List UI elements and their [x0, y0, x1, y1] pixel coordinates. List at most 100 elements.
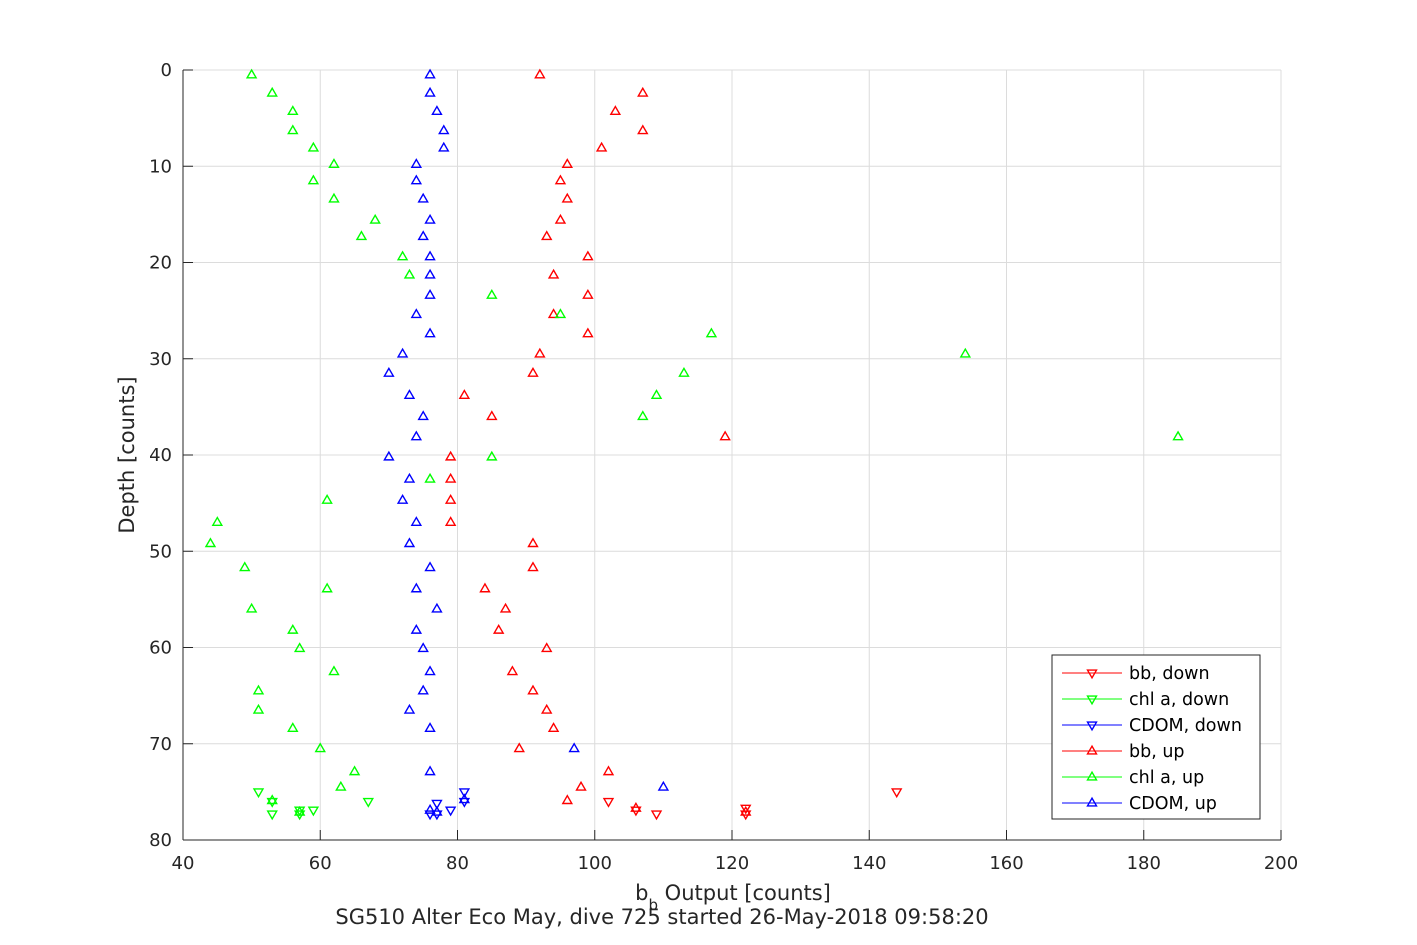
data-point [561, 158, 574, 168]
data-point [410, 623, 423, 634]
data-point [595, 141, 608, 152]
legend-label: bb, down [1129, 664, 1210, 684]
data-point [396, 250, 409, 261]
data-point [561, 794, 574, 805]
data-point [424, 722, 436, 733]
data-point [396, 347, 409, 358]
data-point [410, 516, 423, 527]
data-point [637, 410, 649, 421]
data-point [1172, 430, 1184, 441]
data-point [554, 174, 567, 185]
data-point [403, 703, 416, 714]
y-tick-label: 10 [149, 156, 172, 177]
data-point [438, 124, 450, 135]
data-point [293, 805, 306, 816]
tick-labels: 40 60 80 100 120 140 160 180 200 0 10 20 30 40 50 60 70 8… [149, 60, 1298, 874]
data-point [307, 174, 320, 185]
data-point [541, 642, 553, 653]
data-point [444, 516, 457, 527]
data-point [527, 561, 539, 572]
data-point [417, 684, 429, 695]
data-point [383, 366, 395, 377]
data-point [321, 582, 333, 593]
data-point [362, 797, 374, 808]
data-point [424, 665, 436, 676]
data-point [321, 494, 333, 504]
legend-marker [1086, 721, 1098, 732]
data-point [314, 742, 326, 753]
data-point [637, 86, 649, 97]
data-point [492, 623, 505, 634]
data-point [513, 742, 525, 753]
data-point [424, 288, 436, 299]
legend-marker [1086, 744, 1098, 755]
legend-entry: bb, up [1062, 742, 1185, 762]
data-point [424, 327, 436, 338]
data-point [403, 537, 416, 548]
data-point [458, 389, 471, 399]
legend-marker [1086, 669, 1098, 680]
data-point [458, 793, 471, 804]
x-tick-label: 60 [309, 853, 332, 874]
data-point [541, 703, 553, 714]
data-point [424, 803, 436, 814]
data-point [582, 288, 594, 299]
data-point [561, 192, 574, 203]
data-point [245, 68, 258, 79]
data-point [609, 105, 622, 116]
data-point [287, 105, 299, 116]
data-point [245, 602, 258, 613]
data-point [554, 308, 567, 319]
data-point [383, 450, 395, 461]
data-point [582, 250, 594, 261]
data-point [547, 308, 560, 319]
data-point [602, 765, 615, 776]
y-tick-label: 40 [149, 445, 172, 466]
data-point [705, 327, 718, 338]
data-point [740, 805, 752, 816]
data-point [431, 799, 443, 810]
data-point [403, 472, 416, 483]
legend-entry: chl a, up [1062, 768, 1204, 788]
data-point [328, 192, 340, 203]
data-point [410, 430, 423, 441]
legend-label: CDOM, up [1129, 794, 1217, 814]
legend-marker [1086, 770, 1098, 781]
y-tick-label: 0 [161, 60, 172, 81]
legend-entry: bb, down [1062, 664, 1210, 684]
x-tick-label: 120 [715, 853, 749, 874]
data-point [527, 537, 539, 548]
data-point [204, 537, 217, 548]
data-point [252, 684, 265, 695]
data-point [527, 684, 539, 695]
data-point [266, 810, 278, 821]
data-point [287, 623, 299, 634]
data-point [239, 561, 251, 572]
data-point [506, 665, 519, 676]
data-point [534, 68, 546, 79]
x-tick-label: 180 [1127, 853, 1161, 874]
data-point [630, 802, 642, 812]
data-point [582, 327, 594, 338]
data-point [554, 213, 567, 224]
x-tick-label: 100 [578, 853, 612, 874]
data-point [252, 703, 265, 714]
data-point [424, 561, 436, 572]
data-point [266, 797, 278, 808]
data-point [287, 124, 299, 135]
legend-label: CDOM, down [1129, 716, 1242, 736]
data-point [287, 722, 299, 733]
x-axis-label-main: b [635, 881, 648, 905]
legend-label: chl a, up [1129, 768, 1204, 788]
legend-marker [1086, 695, 1098, 706]
legend-label: bb, up [1129, 742, 1185, 762]
data-point [431, 105, 443, 116]
series-3 [444, 68, 752, 816]
x-axis-label-subscript: b [648, 896, 658, 914]
data-point [424, 765, 436, 776]
data-point [369, 213, 381, 224]
x-axis-label: bb Output [counts] [635, 881, 831, 914]
data-point [890, 788, 903, 799]
data-point [417, 410, 429, 421]
data-point [328, 158, 340, 168]
